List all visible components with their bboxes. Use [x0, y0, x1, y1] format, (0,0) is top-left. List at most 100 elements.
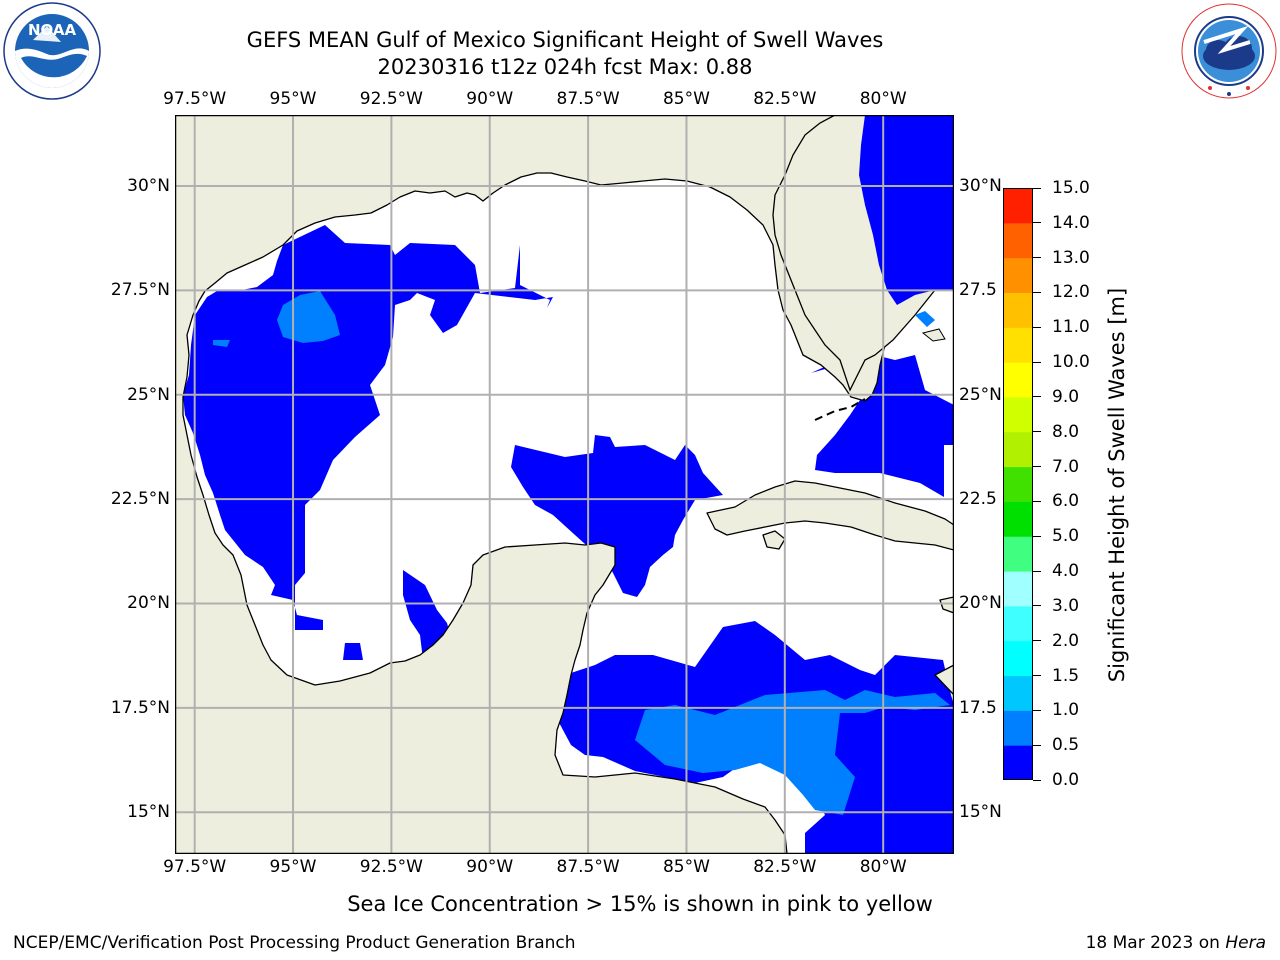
lat-tick-right: 22.5: [959, 489, 997, 510]
lon-tick-top: 92.5°W: [359, 89, 423, 109]
colorbar-tick-mark: [1033, 291, 1041, 293]
footer-right: 18 Mar 2023 on Hera: [1086, 933, 1266, 953]
lat-tick-right: 27.5: [959, 280, 997, 301]
colorbar-segment: [1003, 675, 1033, 711]
lat-tick-left: 27.5°N: [110, 280, 170, 301]
colorbar-tick-mark: [1033, 640, 1041, 642]
colorbar-segment: [1003, 222, 1033, 259]
noaa-logo-text: NOAA: [28, 21, 77, 39]
colorbar: [1003, 188, 1033, 781]
colorbar-tick-label: 12.0: [1052, 282, 1090, 303]
lat-tick-right: 20°N: [959, 593, 1002, 614]
colorbar-tick-mark: [1033, 361, 1041, 363]
colorbar-tick-mark: [1033, 535, 1041, 537]
colorbar-segment: [1003, 188, 1033, 224]
footer-date: 18 Mar 2023 on: [1085, 933, 1226, 953]
colorbar-tick-label: 14.0: [1052, 212, 1090, 233]
lat-tick-left: 25°N: [127, 384, 170, 405]
lon-tick-top: 90°W: [466, 89, 514, 109]
nws-logo: [1180, 2, 1278, 100]
colorbar-tick-mark: [1033, 466, 1041, 468]
colorbar-segment: [1003, 362, 1033, 398]
colorbar-tick-label: 8.0: [1052, 421, 1080, 442]
colorbar-segment: [1003, 710, 1033, 746]
lon-tick-top: 85°W: [662, 89, 710, 109]
colorbar-tick-label: 2.0: [1052, 630, 1080, 651]
lat-tick-left: 20°N: [127, 593, 170, 614]
colorbar-tick-mark: [1033, 744, 1041, 746]
lat-tick-left: 30°N: [127, 175, 170, 196]
colorbar-tick-label: 15.0: [1052, 178, 1090, 198]
colorbar-tick-label: 13.0: [1052, 247, 1090, 268]
colorbar-segment: [1003, 466, 1033, 502]
lat-tick-left: 15°N: [127, 802, 170, 823]
colorbar-tick-mark: [1033, 500, 1041, 502]
colorbar-segment: [1003, 571, 1033, 607]
lon-tick-bottom: 95°W: [269, 857, 317, 877]
lon-tick-bottom: 90°W: [466, 857, 514, 877]
map-gridlines: [175, 115, 954, 854]
lon-tick-top: 87.5°W: [556, 89, 620, 109]
lat-tick-right: 17.5: [959, 697, 997, 718]
lat-tick-right: 25°N: [959, 384, 1002, 405]
bahamas-swell: [915, 311, 935, 327]
lon-tick-bottom: 85°W: [662, 857, 710, 877]
chart-title-line1: GEFS MEAN Gulf of Mexico Significant Hei…: [246, 28, 884, 52]
colorbar-tick-label: 0.0: [1052, 770, 1080, 790]
colorbar-tick-mark: [1033, 257, 1041, 259]
lat-tick-right: 30°N: [959, 175, 1002, 196]
colorbar-tick-label: 4.0: [1052, 561, 1080, 582]
colorbar-tick-label: 0.5: [1052, 735, 1080, 756]
colorbar-tick-label: 10.0: [1052, 352, 1090, 373]
lat-tick-left: 17.5°N: [110, 697, 170, 718]
colorbar-tick-mark: [1033, 326, 1041, 328]
colorbar-tick-mark: [1033, 709, 1041, 711]
footer-machine: Hera: [1225, 933, 1266, 953]
colorbar-segment: [1003, 605, 1033, 642]
noaa-logo: NOAA: [3, 2, 101, 100]
colorbar-segment: [1003, 431, 1033, 468]
lon-tick-bottom: 87.5°W: [556, 857, 620, 877]
lon-tick-top: 95°W: [269, 89, 317, 109]
bahamas-island: [921, 328, 946, 342]
colorbar-tick-label: 6.0: [1052, 491, 1080, 512]
map-panel: [174, 114, 955, 855]
colorbar-tick-label: 1.0: [1052, 700, 1080, 721]
lon-tick-top: 97.5°W: [163, 89, 227, 109]
colorbar-segment: [1003, 257, 1033, 293]
colorbar-tick-label: 5.0: [1052, 526, 1080, 547]
colorbar-tick-mark: [1033, 675, 1041, 677]
lon-tick-bottom: 80°W: [859, 857, 907, 877]
colorbar-segment: [1003, 640, 1033, 677]
footer-left: NCEP/EMC/Verification Post Processing Pr…: [13, 933, 576, 953]
colorbar-tick-label: 7.0: [1052, 456, 1080, 477]
lat-tick-right: 15°N: [959, 802, 1002, 823]
colorbar-tick-mark: [1033, 396, 1041, 398]
colorbar-segment: [1003, 327, 1033, 363]
colorbar-frame: [1003, 188, 1033, 780]
colorbar-segment: [1003, 292, 1033, 328]
colorbar-tick-mark: [1033, 605, 1041, 607]
colorbar-segment: [1003, 536, 1033, 572]
colorbar-label: Significant Height of Swell Waves [m]: [1105, 287, 1129, 683]
lat-tick-left: 22.5°N: [110, 489, 170, 510]
colorbar-tick-label: 3.0: [1052, 595, 1080, 616]
lon-tick-bottom: 97.5°W: [163, 857, 227, 877]
colorbar-segment: [1003, 745, 1033, 781]
colorbar-tick-mark: [1033, 779, 1041, 781]
colorbar-tick-mark: [1033, 431, 1041, 433]
colorbar-tick-mark: [1033, 187, 1041, 189]
chart-title-line2: 20230316 t12z 024h fcst Max: 0.88: [377, 55, 753, 79]
lon-tick-top: 82.5°W: [753, 89, 817, 109]
colorbar-tick-mark: [1033, 570, 1041, 572]
lon-tick-top: 80°W: [859, 89, 907, 109]
lon-tick-bottom: 92.5°W: [359, 857, 423, 877]
colorbar-segment: [1003, 501, 1033, 537]
florida-keys: [814, 398, 866, 421]
colorbar-tick-label: 1.5: [1052, 665, 1080, 686]
map-frame: [174, 114, 955, 855]
colorbar-tick-label: 11.0: [1052, 317, 1090, 338]
sea-ice-note: Sea Ice Concentration > 15% is shown in …: [347, 892, 933, 916]
colorbar-segment: [1003, 396, 1033, 433]
colorbar-tick-label: 9.0: [1052, 386, 1080, 407]
